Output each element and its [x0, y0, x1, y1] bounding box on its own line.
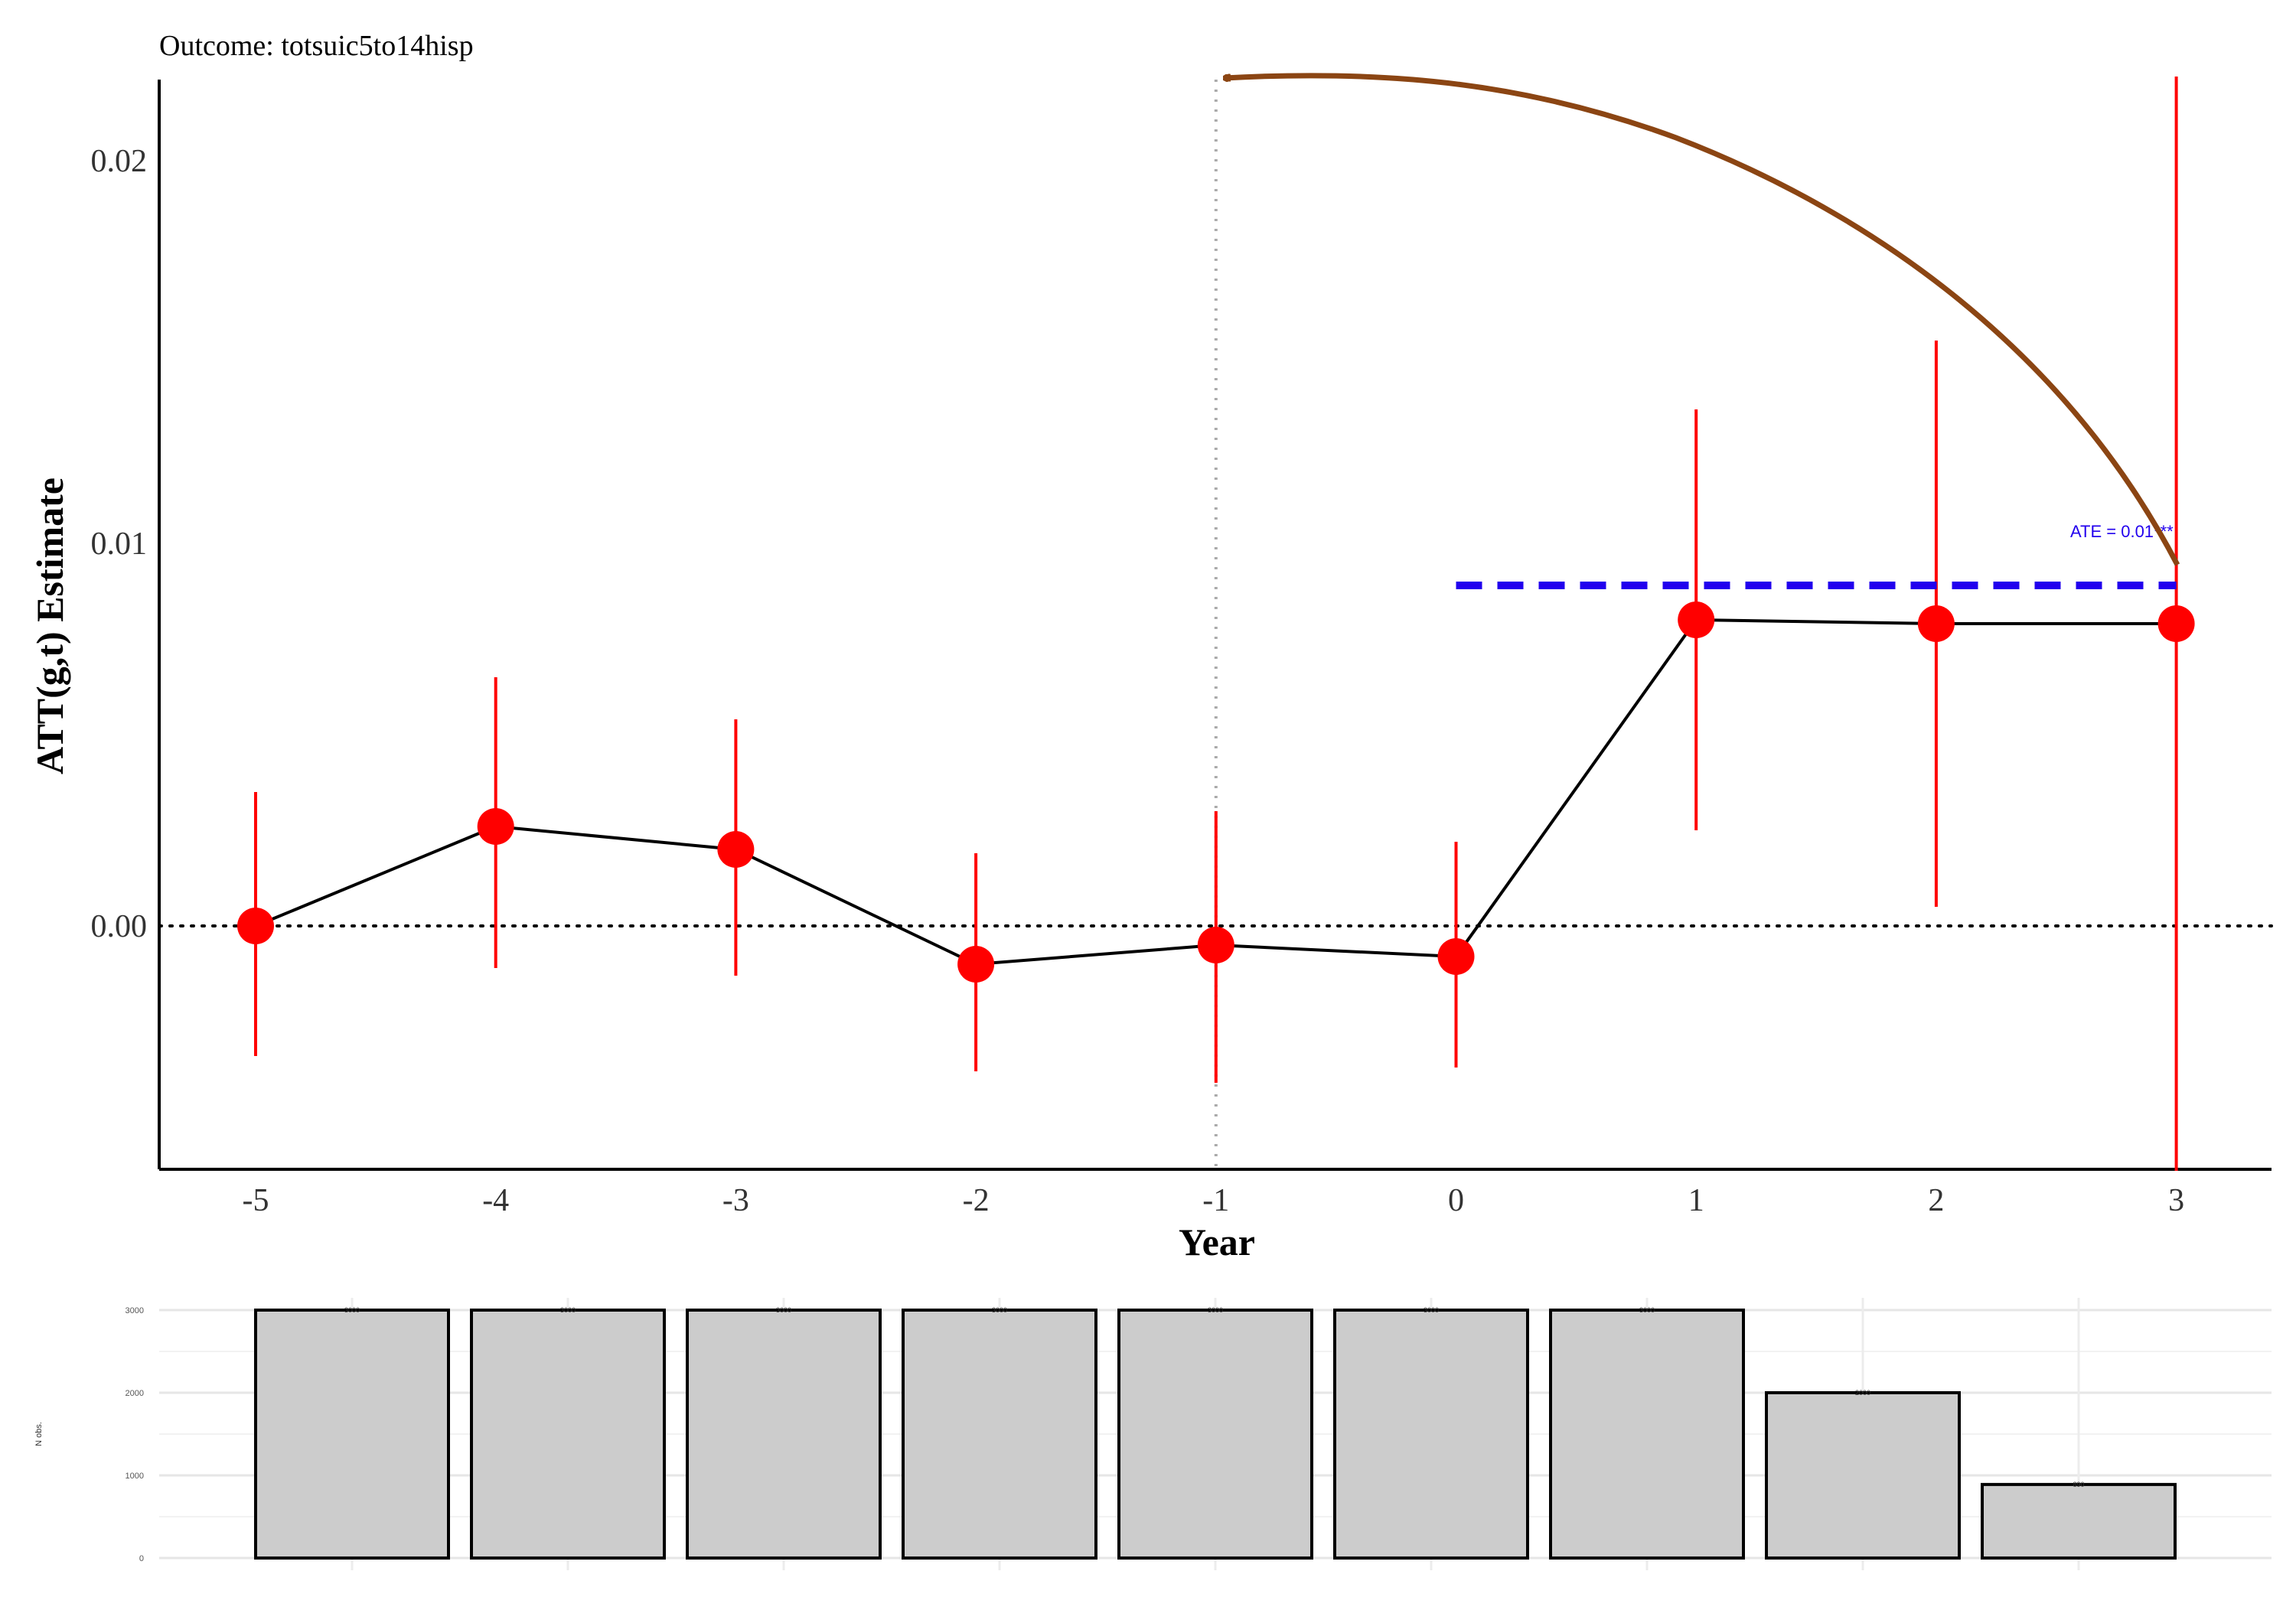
nobs-y-tick-label: 0: [139, 1554, 144, 1563]
estimate-point: [2157, 605, 2195, 642]
y-axis-label: ATT(g,t) Estimate: [28, 478, 71, 774]
main-axes: [158, 80, 2272, 1171]
nobs-bar: [1117, 1309, 1313, 1560]
x-tick-label: 2: [1928, 1183, 1944, 1218]
nobs-bar: [1981, 1482, 2177, 1560]
nobs-bar-label: 3000: [776, 1306, 791, 1314]
curved-arrow: [1225, 73, 2180, 566]
estimate-point: [957, 946, 995, 983]
nobs-panel: 3000 3000 3000 3000 3000 3000 3000 2000 890 0 100…: [34, 1298, 2272, 1570]
y-tick-label: 0.01: [91, 526, 148, 562]
main-panel: Outcome: totsuic5to14hisp ATE = 0.01*** …: [28, 30, 2273, 1263]
nobs-y-tick-label: 1000: [126, 1472, 144, 1481]
nobs-bar-label: 3000: [992, 1306, 1007, 1314]
nobs-bar-label: 3000: [1639, 1306, 1655, 1314]
nobs-bar-label: 890: [2073, 1481, 2084, 1488]
x-tick-label: -4: [482, 1183, 509, 1218]
nobs-y-tick-label: 3000: [126, 1306, 144, 1315]
nobs-bar: [470, 1309, 666, 1560]
nobs-tick-labels: 0 1000 2000 3000: [126, 1306, 144, 1563]
y-tick-label: 0.02: [91, 144, 148, 179]
x-tick-label: -5: [243, 1183, 269, 1218]
x-tick-label: -1: [1202, 1183, 1229, 1218]
nobs-bar: [1333, 1309, 1529, 1560]
x-axis-label: Year: [1179, 1221, 1255, 1263]
nobs-bar-label: 2000: [1855, 1389, 1870, 1397]
nobs-bar-label: 3000: [1208, 1306, 1223, 1314]
estimate-point: [237, 908, 274, 944]
estimate-point: [1678, 601, 1715, 638]
y-tick-label: 0.00: [91, 909, 148, 944]
nobs-bar-label: 3000: [344, 1306, 360, 1314]
nobs-bars: 3000 3000 3000 3000 3000 3000 3000 2000 890: [254, 1306, 2177, 1560]
nobs-y-label: N obs.: [34, 1422, 44, 1446]
nobs-bar-label: 3000: [560, 1306, 576, 1314]
main-tick-labels: -5 -4 -3 -2 -1 0 1 2 3 0.00 0.01 0.02: [91, 144, 2185, 1218]
nobs-bar: [902, 1309, 1097, 1560]
estimate-point: [1197, 927, 1234, 963]
nobs-y-tick-label: 2000: [126, 1389, 144, 1398]
x-tick-label: 3: [2168, 1183, 2184, 1218]
x-tick-label: 1: [1688, 1183, 1704, 1218]
x-tick-label: -3: [722, 1183, 749, 1218]
nobs-bar: [1765, 1391, 1961, 1560]
nobs-bar: [254, 1309, 450, 1560]
reference-lines: [158, 80, 2273, 1169]
estimate-points: [237, 601, 2195, 983]
ate-layer: ATE = 0.01***: [1456, 522, 2177, 589]
nobs-bar: [1549, 1309, 1745, 1560]
estimate-point: [477, 808, 514, 845]
estimate-point: [717, 831, 755, 868]
nobs-bar-label: 3000: [1424, 1306, 1439, 1314]
x-tick-label: -2: [963, 1183, 990, 1218]
nobs-bar: [686, 1309, 882, 1560]
annotation-arrow: [1225, 73, 2180, 566]
estimate-point: [1917, 605, 1955, 642]
chart-subtitle: Outcome: totsuic5to14hisp: [159, 30, 474, 62]
x-tick-label: 0: [1448, 1183, 1464, 1218]
estimate-point: [1437, 938, 1475, 975]
